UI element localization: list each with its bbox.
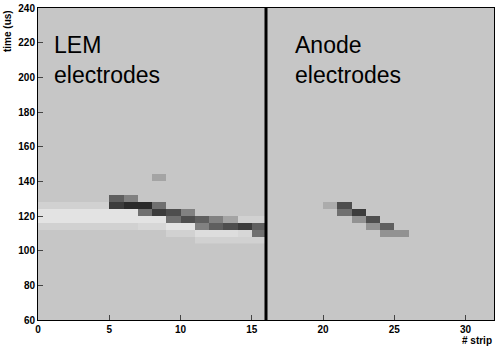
svg-text:140: 140 — [18, 176, 35, 187]
svg-text:LEMelectrodes: LEMelectrodes — [54, 32, 160, 88]
svg-text:80: 80 — [24, 280, 36, 291]
svg-text:Anodeelectrodes: Anodeelectrodes — [295, 32, 401, 88]
svg-text:220: 220 — [18, 37, 35, 48]
svg-text:5: 5 — [106, 324, 112, 335]
svg-text:200: 200 — [18, 72, 35, 83]
svg-text:160: 160 — [18, 141, 35, 152]
svg-text:240: 240 — [18, 3, 35, 14]
svg-text:180: 180 — [18, 107, 35, 118]
svg-text:time (us): time (us) — [2, 10, 13, 52]
svg-text:15: 15 — [246, 324, 258, 335]
svg-text:10: 10 — [175, 324, 187, 335]
svg-text:20: 20 — [317, 324, 329, 335]
svg-text:120: 120 — [18, 211, 35, 222]
svg-text:60: 60 — [24, 315, 36, 326]
svg-text:0: 0 — [35, 324, 41, 335]
svg-text:100: 100 — [18, 245, 35, 256]
svg-text:# strip: # strip — [462, 335, 492, 346]
svg-text:30: 30 — [460, 324, 472, 335]
svg-text:25: 25 — [389, 324, 401, 335]
